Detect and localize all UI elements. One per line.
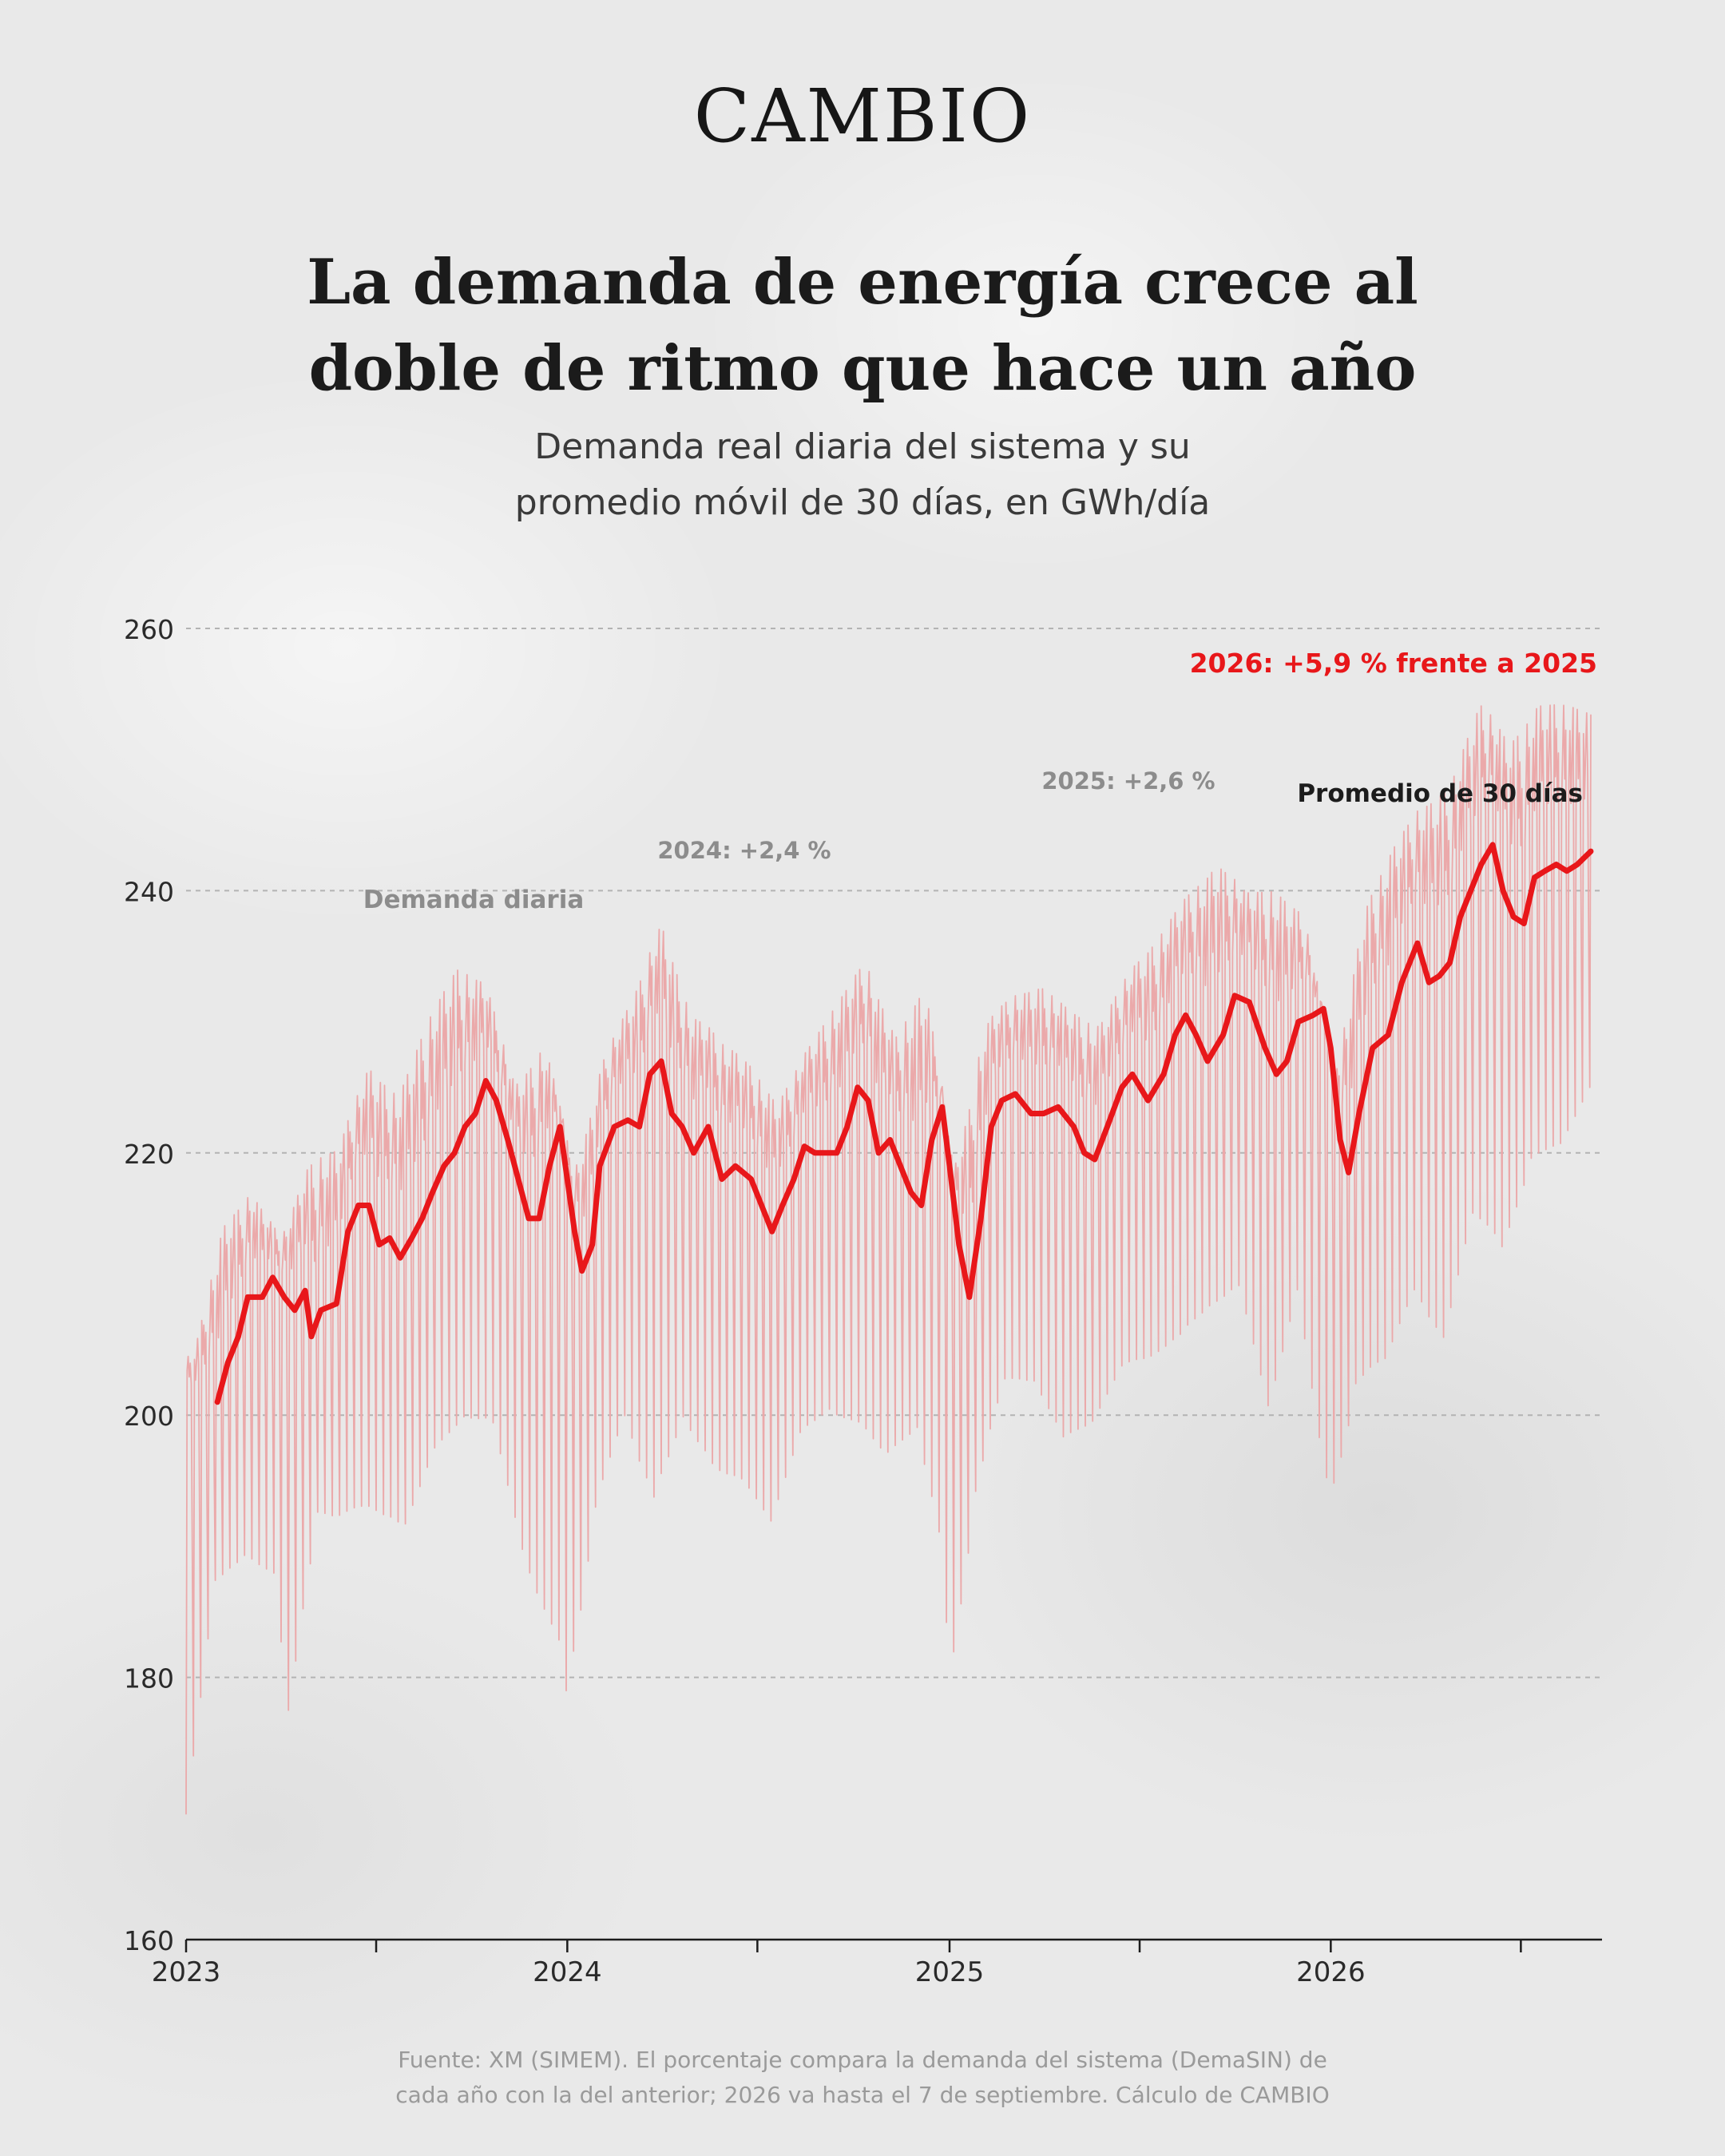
annotation-2025: 2025: +2,6 % (1041, 767, 1215, 795)
subtitle-line-1: Demanda real diaria del sistema y su (534, 426, 1191, 467)
x-tick-label: 2024 (533, 1956, 602, 1988)
x-axis: 2023 2024 2025 2026 (152, 1938, 1602, 1988)
x-tick-label: 2026 (1296, 1956, 1366, 1988)
x-tick-label: 2025 (915, 1956, 985, 1988)
y-tick-label: 220 (124, 1139, 174, 1170)
title-line-2: doble de ritmo que hace un año (308, 332, 1417, 405)
annotation-2024: 2024: +2,4 % (657, 837, 831, 864)
source-note: Fuente: XM (SIMEM). El porcentaje compar… (0, 2043, 1725, 2113)
y-tick-label: 160 (124, 1925, 174, 1956)
chart-subtitle: Demanda real diaria del sistema y su pro… (0, 419, 1725, 531)
source-line-1: Fuente: XM (SIMEM). El porcentaje compar… (398, 2047, 1327, 2073)
y-tick-label: 260 (124, 614, 174, 645)
daily-series (185, 703, 1592, 1815)
y-tick-label: 200 (124, 1401, 174, 1432)
y-axis: 160 180 200 220 240 260 (124, 614, 174, 1956)
y-tick-label: 180 (124, 1663, 174, 1694)
brand-logo: CAMBIO (693, 73, 1032, 159)
source-line-2: cada año con la del anterior; 2026 va ha… (395, 2082, 1330, 2108)
average-series (214, 842, 1594, 1405)
chart-title: La demanda de energía crece al doble de … (0, 240, 1725, 412)
moving-average-line (214, 842, 1594, 1405)
grid-lines (186, 628, 1602, 1678)
annotation-daily: Demanda diaria (363, 886, 585, 914)
daily-demand-line (185, 703, 1592, 1815)
y-tick-label: 240 (124, 876, 174, 907)
annotations: Demanda diaria 2024: +2,4 % 2025: +2,6 %… (363, 648, 1597, 914)
annotation-avg: Promedio de 30 días (1297, 779, 1583, 808)
annotation-2026: 2026: +5,9 % frente a 2025 (1190, 648, 1597, 679)
subtitle-line-2: promedio móvil de 30 días, en GWh/día (514, 482, 1211, 523)
x-tick-label: 2023 (152, 1956, 221, 1988)
title-line-1: La demanda de energía crece al (307, 246, 1418, 319)
